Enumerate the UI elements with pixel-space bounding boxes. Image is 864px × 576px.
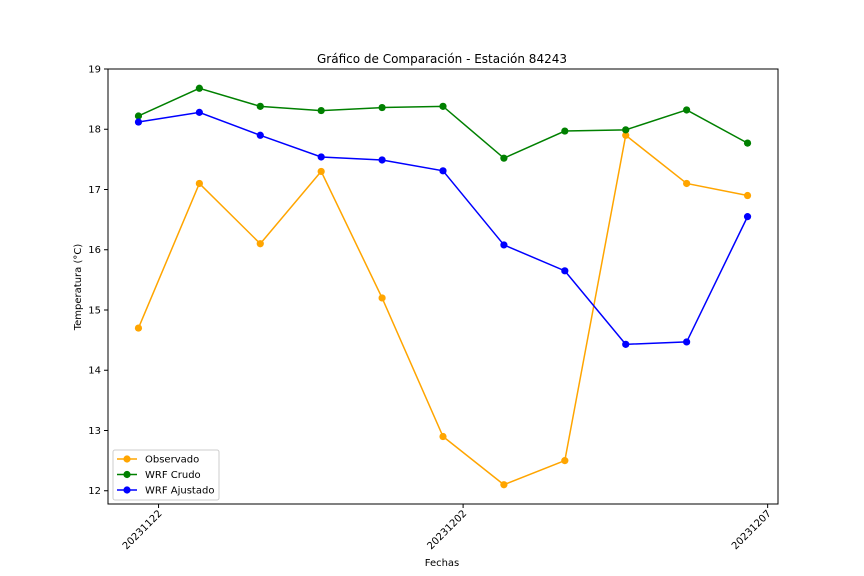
data-point [561,127,569,135]
data-point [317,153,325,161]
plot-area-frame [107,68,779,505]
data-point [683,338,691,346]
data-point [134,324,143,332]
legend: Observado WRF Crudo WRF Ajustado [112,449,220,501]
series-layer [134,84,752,489]
legend-label: WRF Crudo [145,470,201,481]
y-tick-label: 13 [88,426,101,437]
legend-marker [123,470,131,479]
data-point [622,340,630,348]
series-line [138,111,749,346]
data-point [134,118,143,126]
y-tick-label: 15 [88,305,101,316]
data-point [500,481,508,489]
legend-frame [112,449,220,501]
data-point [622,131,630,139]
data-point [317,106,325,115]
data-point [256,240,264,248]
legend-marker [123,455,131,463]
data-point [195,108,203,116]
x-axis-label: Fechas [425,558,460,569]
data-point [743,213,752,221]
data-point [256,131,264,139]
y-tick-label: 17 [88,185,101,196]
data-point [378,103,386,112]
y-tick-label: 19 [88,65,101,76]
data-point [195,179,203,188]
data-point [683,179,691,188]
x-axis-ticks: 20231122 20231202 20231207 [121,504,774,552]
legend-label: Observado [145,455,199,466]
data-point [439,432,447,441]
legend-label: WRF Ajustado [145,486,214,497]
data-point [378,294,386,302]
y-tick-label: 18 [88,125,101,136]
data-point [683,106,691,114]
chart-title: Gráfico de Comparación - Estación 84243 [317,52,567,66]
data-point [439,102,447,110]
y-axis-label: Temperatura (°C) [73,244,84,332]
y-tick-label: 12 [88,486,101,497]
y-tick-label: 16 [88,245,101,256]
x-tick-label: 20231202 [425,508,469,552]
y-axis-ticks: 12 13 14 15 16 17 18 19 [88,65,108,497]
data-point [256,102,264,110]
data-point [500,241,508,249]
data-point [622,126,630,134]
series-line [137,133,748,486]
data-point [439,167,447,175]
x-tick-label: 20231207 [730,508,774,552]
legend-marker [123,486,131,494]
data-point [561,267,569,275]
y-tick-label: 14 [88,366,101,377]
data-point [743,139,752,147]
x-tick-label: 20231122 [121,508,165,552]
data-point [743,191,752,200]
data-point [134,112,143,120]
data-point [195,84,203,92]
series-observado [134,131,752,489]
data-point [378,156,386,164]
data-point [317,167,325,176]
data-point [500,154,508,162]
series-wrf-ajustado [134,108,752,348]
data-point [561,457,569,465]
series-wrf-crudo [134,84,752,162]
